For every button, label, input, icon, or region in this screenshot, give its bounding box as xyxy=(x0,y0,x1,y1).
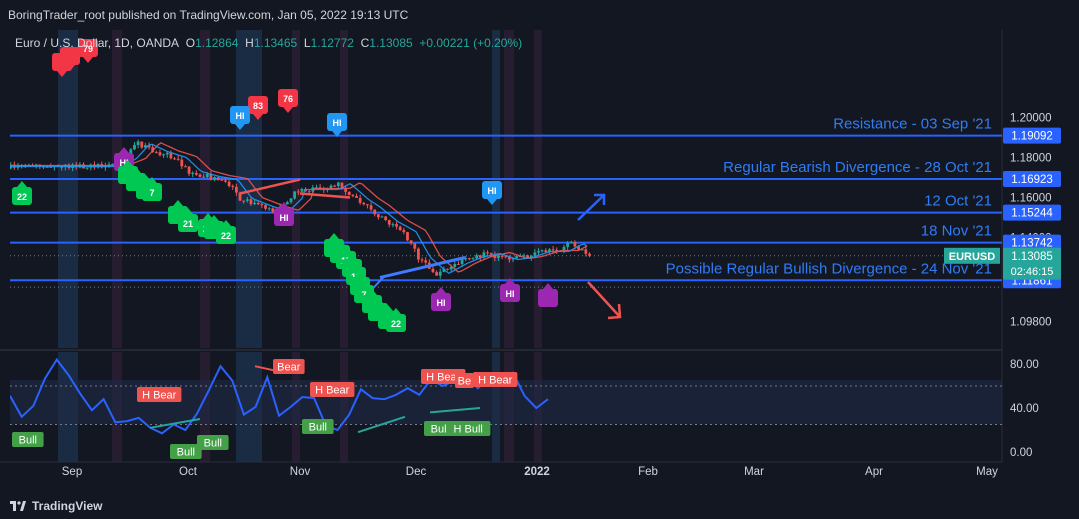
level-label: 18 Nov '21 xyxy=(921,223,992,240)
highlight-band xyxy=(58,30,78,348)
level-label: Resistance - 03 Sep '21 xyxy=(833,116,992,133)
level-price-label: 1.16923 xyxy=(1011,174,1053,186)
price-tick-label: 1.09800 xyxy=(1010,317,1052,329)
price-chart[interactable]: 1.200001.180001.160001.140001.09800Resis… xyxy=(0,30,1079,492)
current-price-tag xyxy=(1003,247,1061,280)
highlight-band xyxy=(292,30,300,348)
price-tick-label: 1.18000 xyxy=(1010,153,1052,165)
eurusd-tag-label: EURUSD xyxy=(949,251,996,263)
eurusd-tag xyxy=(944,247,1000,264)
highlight-band xyxy=(534,30,542,348)
level-price-tag xyxy=(1003,204,1061,221)
level-price-label: 1.19092 xyxy=(1011,131,1053,143)
level-price-label: 1.13742 xyxy=(1011,238,1053,250)
level-label: 12 Oct '21 xyxy=(924,193,992,210)
publish-header: BoringTrader_root published on TradingVi… xyxy=(0,0,1079,30)
price-tick-label: 1.20000 xyxy=(1010,113,1052,125)
level-label: Regular Bearish Divergence - 28 Oct '21 xyxy=(723,159,992,176)
level-label: Possible Regular Bullish Divergence - 24… xyxy=(666,260,992,277)
publish-text: BoringTrader_root published on TradingVi… xyxy=(8,8,409,22)
level-price-tag xyxy=(1003,234,1061,251)
highlight-band xyxy=(504,30,514,348)
level-price-tag xyxy=(1003,171,1061,188)
countdown-label: 02:46:15 xyxy=(1011,266,1054,278)
highlight-band xyxy=(200,30,210,348)
price-tick-label: 1.16000 xyxy=(1010,193,1052,205)
current-price-label: 1.13085 xyxy=(1011,251,1053,263)
level-price-tag xyxy=(1003,127,1061,144)
level-price-label: 1.15244 xyxy=(1011,208,1053,220)
highlight-band xyxy=(112,30,122,348)
